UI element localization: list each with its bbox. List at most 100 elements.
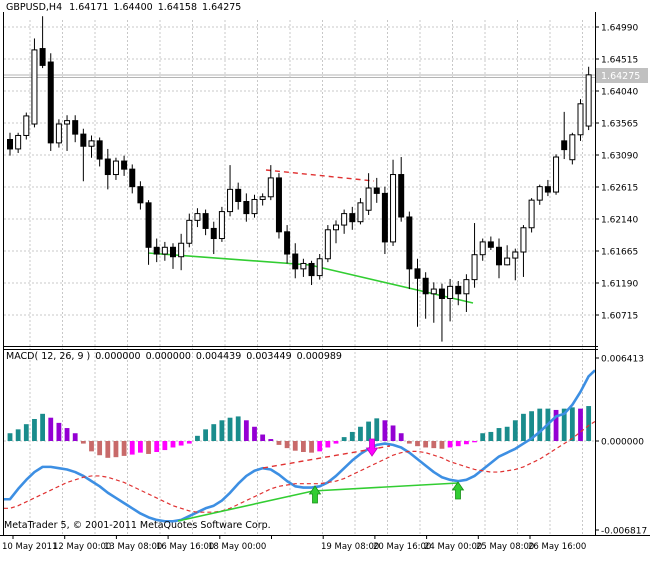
histogram-bar [40, 413, 45, 441]
candle-body [161, 246, 168, 255]
histogram-bar [480, 433, 486, 441]
histogram-bar [97, 441, 103, 456]
candle-body [104, 158, 111, 176]
histogram-bar [178, 441, 184, 446]
histogram-bar [374, 418, 380, 441]
indicator-title: MACD( 12, 26, 9 ) 0.000000 0.000000 0.004… [6, 351, 342, 362]
candle-body [39, 48, 46, 66]
price-axis-label: 1.61190 [601, 280, 638, 290]
candle-body [585, 74, 592, 127]
time-axis-label: 25 May 08:00 [476, 542, 534, 552]
histogram-bar [325, 441, 331, 448]
histogram-bar [219, 420, 225, 441]
histogram-bar [211, 424, 217, 441]
price-tag-value: 1.64275 [601, 71, 640, 82]
candle-body [153, 246, 160, 255]
sell-signal-arrow-icon [365, 438, 379, 457]
candle-body [275, 177, 282, 233]
candle-body [536, 186, 543, 201]
histogram-bar [309, 441, 314, 453]
candle-body [186, 219, 193, 244]
candle-body [455, 285, 462, 295]
histogram-bar [455, 441, 461, 447]
histogram-bar [138, 441, 143, 453]
price-axis-label: 1.62615 [601, 184, 638, 194]
price-axis-label: 1.63090 [601, 152, 638, 162]
histogram-bar [292, 441, 298, 451]
histogram-bar [406, 441, 412, 444]
histogram-bar [32, 418, 37, 441]
macd-axis-label: 0.000000 [601, 438, 644, 448]
copyright-label: MetaTrader 5, © 2001-2011 MetaQuotes Sof… [4, 520, 271, 531]
axes-layer [0, 12, 650, 536]
histogram-bar [439, 441, 445, 449]
candle-body [47, 61, 54, 144]
candle-body [471, 254, 478, 281]
histogram-bar [423, 441, 429, 448]
candle-body [292, 253, 299, 270]
candles-layer [7, 16, 592, 342]
candle-body [72, 120, 79, 135]
histogram-bar [341, 437, 347, 441]
histogram-bar [15, 429, 21, 441]
candle-body [398, 174, 405, 218]
candle-body [218, 211, 225, 240]
histogram-bar [268, 439, 274, 441]
histogram-bar [235, 416, 241, 441]
histogram-bar [252, 426, 257, 441]
candle-body [145, 202, 152, 248]
candle-body [96, 140, 103, 160]
time-axis-label: 16 May 16:00 [156, 542, 214, 552]
candle-body [577, 103, 584, 136]
histogram-bar [56, 422, 62, 441]
histogram-bar [586, 406, 592, 441]
histogram-bar [464, 441, 469, 445]
histogram-bar [113, 441, 119, 458]
histogram-bar [578, 408, 583, 441]
histogram-bar [186, 441, 192, 444]
time-axis-label: 12 May 00:00 [53, 542, 111, 552]
candle-body [129, 168, 136, 188]
macd-annotations-layer [177, 438, 465, 522]
histogram-bar [521, 413, 526, 441]
histogram-bar [276, 441, 282, 445]
candle-body [80, 133, 87, 147]
candle-body [170, 246, 176, 258]
time-axis-label: 13 May 08:00 [104, 542, 162, 552]
time-axis-label: 19 May 08:00 [321, 542, 379, 552]
histogram-bar [260, 434, 266, 441]
price-axis-label: 1.64040 [601, 88, 638, 98]
histogram-bar [203, 429, 208, 441]
histogram-bar [129, 441, 135, 455]
candle-body [569, 134, 576, 161]
candle-body [202, 213, 209, 229]
candle-body [23, 115, 30, 136]
histogram-bar [195, 435, 200, 441]
candle-body [227, 188, 234, 213]
candle-body [64, 120, 71, 125]
histogram-bar [72, 433, 78, 441]
histogram-bar [561, 408, 567, 441]
histogram-bar [48, 417, 54, 441]
price-tag-bg [596, 68, 648, 83]
candle-body [316, 258, 323, 277]
candle-body [243, 200, 250, 215]
macd-axis-label: 0.006413 [601, 355, 644, 365]
candle-body [414, 268, 421, 279]
price-axis-label: 1.62140 [601, 216, 638, 226]
histogram-bar [162, 441, 168, 451]
histogram-bar [398, 433, 404, 441]
histogram-bar [537, 408, 543, 441]
candle-body [333, 224, 339, 231]
candle-body [7, 139, 13, 150]
histogram-bar [358, 426, 363, 441]
candle-body [308, 262, 315, 277]
histogram-bar [553, 409, 559, 441]
current-price-line [4, 74, 595, 78]
histogram-bar [472, 441, 477, 443]
candle-body [463, 279, 470, 295]
histogram-bar [447, 441, 453, 448]
